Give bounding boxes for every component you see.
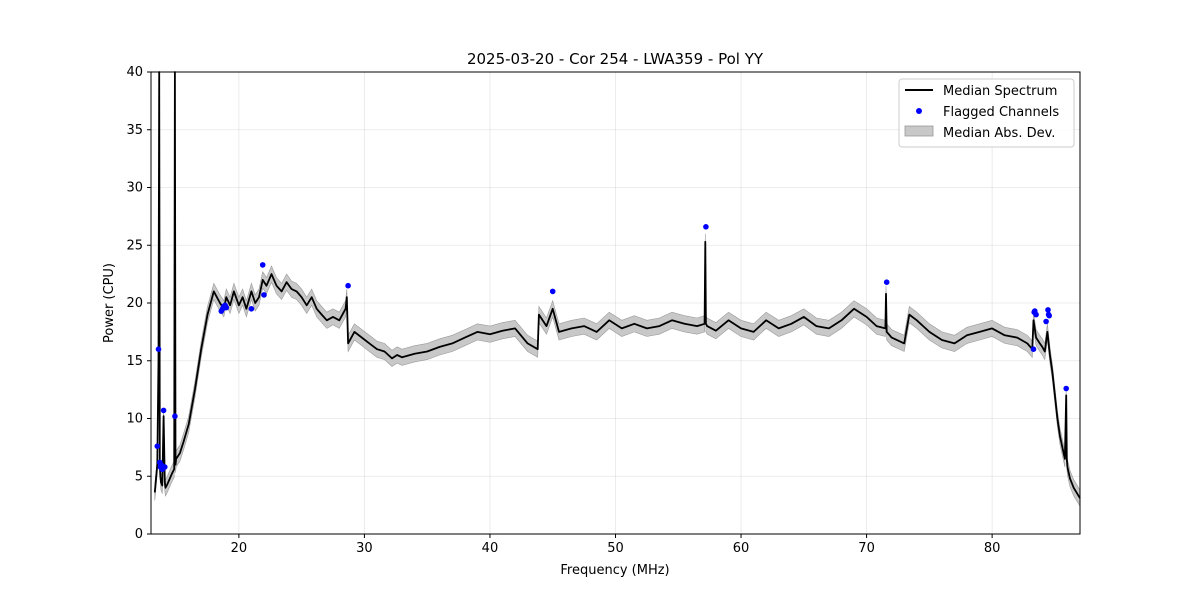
y-tick-label: 15 (126, 354, 143, 369)
legend-label-median: Median Spectrum (943, 84, 1057, 99)
y-axis-label: Power (CPU) (102, 263, 117, 343)
x-tick-label: 30 (356, 541, 373, 556)
chart-title: 2025-03-20 - Cor 254 - LWA359 - Pol YY (467, 50, 764, 68)
legend: Median Spectrum Flagged Channels Median … (898, 78, 1075, 148)
flagged-channel-point (1030, 346, 1037, 353)
x-tick-label: 50 (607, 541, 624, 556)
flagged-channel-point (1033, 311, 1039, 318)
y-tick-label: 35 (126, 123, 143, 138)
flagged-channel-point (154, 443, 161, 450)
flagged-channel-point (883, 279, 890, 286)
flagged-channel-point (703, 224, 709, 230)
x-tick-label: 80 (984, 541, 1001, 556)
legend-label-mad: Median Abs. Dev. (943, 126, 1055, 141)
median-spectrum (153, 71, 1081, 499)
flagged-channel-point (155, 346, 162, 353)
y-tick-label: 20 (126, 296, 143, 311)
x-tick-label: 40 (482, 541, 499, 556)
x-axis-label: Frequency (MHz) (560, 563, 669, 578)
legend-label-flagged: Flagged Channels (943, 105, 1059, 120)
y-tick-label: 40 (126, 65, 143, 80)
flagged-channel-point (549, 288, 556, 295)
y-tick-label: 25 (126, 238, 143, 253)
flagged-channel-point (261, 292, 267, 298)
x-tick-label: 20 (231, 541, 248, 556)
flagged-channel-point (1046, 312, 1052, 319)
flagged-channel-point (223, 304, 230, 311)
flagged-channel-point (162, 464, 168, 470)
x-ticks: 20 30 40 50 60 70 80 (231, 534, 1001, 556)
median-spectrum-line (153, 71, 1081, 499)
y-tick-label: 30 (126, 181, 143, 196)
legend-box (898, 78, 1075, 148)
flagged-channel-point (345, 282, 351, 289)
flagged-channel-point (160, 407, 167, 414)
flagged-channel-point (248, 306, 255, 312)
flagged-channel-point (1043, 318, 1049, 325)
flagged-channel-point (1063, 385, 1069, 392)
flagged-channel-point (259, 262, 266, 268)
x-tick-label: 70 (858, 541, 875, 556)
x-tick-label: 60 (733, 541, 750, 556)
flagged-channel-point (1045, 307, 1051, 313)
y-tick-label: 10 (126, 412, 143, 427)
y-tick-label: 0 (135, 527, 143, 542)
legend-dot-swatch (916, 108, 922, 114)
legend-band-swatch (904, 125, 934, 137)
y-ticks: 0 5 10 15 20 25 30 35 40 (126, 65, 151, 542)
y-tick-label: 5 (135, 469, 143, 484)
flagged-channel-point (172, 413, 178, 420)
flagged-channels (154, 224, 1069, 473)
